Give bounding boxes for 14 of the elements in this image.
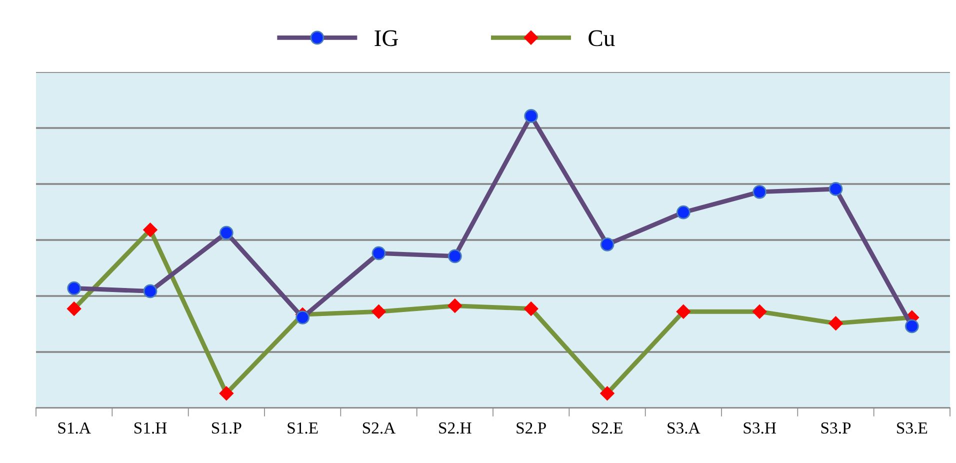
legend-label: IG (374, 30, 398, 46)
x-tick-label: S2.A (362, 422, 396, 434)
x-tick-label: S3.H (744, 422, 776, 434)
legend-label: Cu (588, 30, 615, 46)
x-tick-label: S3.E (897, 422, 928, 434)
x-tick-label: S1.E (288, 422, 318, 434)
x-tick-label: S2.H (439, 422, 472, 434)
x-tick-label: S1.H (134, 422, 167, 434)
x-tick-label: S3.P (821, 422, 851, 434)
x-tick-label: S2.P (516, 422, 546, 434)
x-tick-label: S3.A (668, 422, 700, 434)
x-tick-label: S1.A (58, 422, 91, 434)
x-tick-label: S1.P (212, 422, 242, 434)
x-tick-label: S2.E (592, 422, 622, 434)
